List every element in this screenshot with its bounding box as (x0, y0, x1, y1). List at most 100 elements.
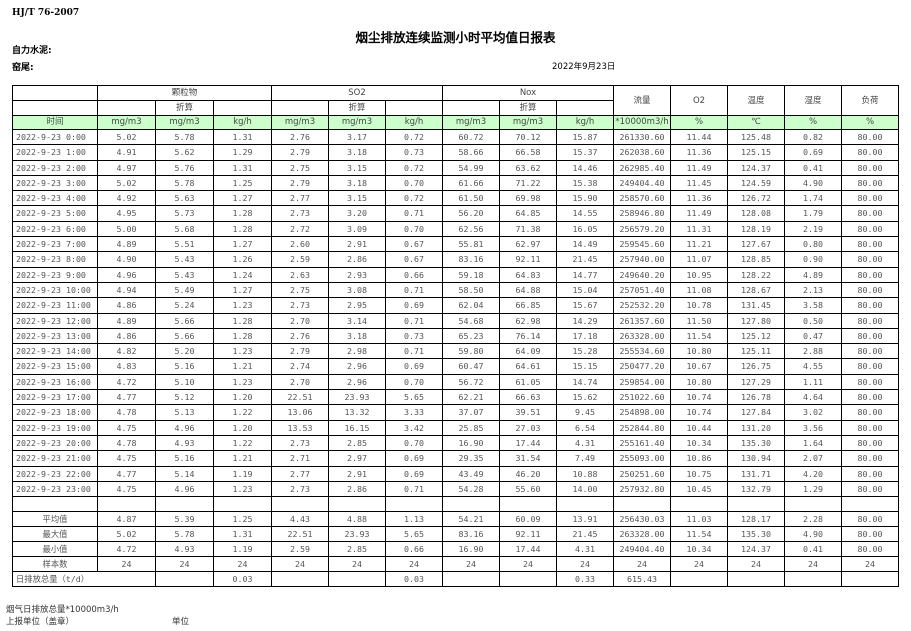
data-cell: 5.10 (155, 373, 214, 391)
data-cell: 4.96 (155, 480, 214, 498)
data-cell: 2.98 (328, 343, 386, 360)
summary-label: 最小值 (12, 541, 98, 558)
data-cell: 23.93 (328, 526, 386, 543)
data-cell: 5.02 (97, 526, 156, 543)
sample-count-row: 样本数 24 24 24 24 24 24 24 24 24 24 24 24 24 24 (12, 556, 899, 573)
data-cell: 54.21 (442, 511, 500, 528)
data-cell: 4.55 (784, 358, 842, 375)
data-cell: 24 (556, 556, 614, 573)
data-cell: 0.72 (385, 128, 443, 146)
data-cell: 64.61 (499, 358, 557, 375)
data-cell: 80.00 (841, 389, 899, 406)
data-cell: 80.00 (841, 281, 899, 299)
data-cell: 4.94 (97, 281, 156, 299)
data-cell: 80.00 (841, 541, 899, 558)
data-cell: 126.75 (727, 358, 785, 375)
data-cell: 5.14 (155, 465, 214, 482)
data-cell: 24 (385, 556, 443, 573)
data-cell: 14.29 (556, 312, 614, 329)
empty-cell (499, 496, 557, 513)
data-cell: 0.67 (385, 251, 443, 268)
empty-cell (442, 496, 500, 513)
data-cell: 5.62 (155, 144, 214, 161)
data-cell: 259545.60 (613, 236, 671, 253)
data-cell: 0.71 (385, 205, 443, 222)
data-cell (670, 571, 728, 588)
time-cell: 2022-9-23 23:00 (12, 480, 98, 498)
data-cell: 80.00 (841, 297, 899, 314)
data-cell: 24 (328, 556, 386, 573)
data-cell: 5.02 (97, 128, 156, 146)
data-cell: 2.13 (784, 281, 842, 299)
data-cell: 2.73 (271, 480, 329, 498)
data-cell: 1.27 (213, 190, 272, 207)
data-cell: 66.63 (499, 389, 557, 406)
data-cell: 13.91 (556, 511, 614, 528)
data-cell: 5.66 (155, 312, 214, 329)
data-cell: 71.38 (499, 220, 557, 238)
data-cell: 31.54 (499, 450, 557, 467)
data-cell: 14.46 (556, 159, 614, 176)
data-cell: 128.19 (727, 220, 785, 238)
kiln-label: 窑尾: (12, 63, 34, 73)
header-unit: kg/h (385, 115, 443, 130)
header-unit: mg/m3 (499, 115, 557, 130)
data-cell: 1.21 (213, 450, 272, 467)
time-cell: 2022-9-23 8:00 (12, 251, 98, 268)
data-cell: 131.71 (727, 465, 785, 482)
data-cell: 0.03 (385, 571, 443, 588)
data-cell: 0.72 (385, 159, 443, 176)
data-cell: 2.86 (328, 251, 386, 268)
data-cell: 5.16 (155, 358, 214, 375)
data-cell: 135.30 (727, 526, 785, 543)
report-title: 烟尘排放连续监测小时平均值日报表 (355, 30, 556, 45)
data-cell: 1.31 (213, 526, 272, 543)
data-cell: 2.93 (328, 266, 386, 283)
data-cell: 255534.60 (613, 343, 671, 360)
summary-label: 平均值 (12, 511, 98, 528)
empty-cell (613, 496, 671, 513)
data-cell: 80.00 (841, 511, 899, 528)
data-cell: 2.85 (328, 434, 386, 452)
table-row: 2022-9-23 8:00 4.90 5.43 1.26 2.59 2.86 0.67 83… (12, 251, 899, 268)
data-cell: 1.20 (213, 419, 272, 436)
data-cell: 15.28 (556, 343, 614, 360)
data-cell: 14.49 (556, 236, 614, 253)
data-cell: 24 (841, 556, 899, 573)
table-row: 2022-9-23 2:00 4.97 5.76 1.31 2.75 3.15 0.72 54… (12, 159, 899, 176)
table-row: 2022-9-23 16:00 4.72 5.10 1.23 2.70 2.96 0.70 5… (12, 373, 899, 391)
data-cell: 3.56 (784, 419, 842, 436)
data-cell: 2.70 (271, 312, 329, 329)
flue-gas-total-label: 烟气日排放总量*10000m3/h (6, 605, 119, 615)
data-cell: 125.48 (727, 128, 785, 146)
data-cell: 64.83 (499, 266, 557, 283)
data-cell: 2.59 (271, 541, 329, 558)
data-cell: 1.29 (213, 144, 272, 161)
data-cell: 4.95 (97, 205, 156, 222)
data-cell: 257940.00 (613, 251, 671, 268)
table-row: 2022-9-23 21:00 4.75 5.16 1.21 2.71 2.97 0.69 2… (12, 450, 899, 467)
table-row: 2022-9-23 23:00 4.75 4.96 1.23 2.73 2.86 0.71 5… (12, 480, 899, 498)
data-cell: 255093.00 (613, 450, 671, 467)
table-row: 2022-9-23 10:00 4.94 5.49 1.27 2.75 3.08 0.71 5… (12, 281, 899, 299)
reporting-unit-label: 上报单位（盖章） (6, 617, 75, 627)
data-cell: 14.55 (556, 205, 614, 222)
table-row: 2022-9-23 1:00 4.91 5.62 1.29 2.79 3.18 0.73 58… (12, 144, 899, 161)
data-cell: 2.19 (784, 220, 842, 238)
header-blank (442, 100, 500, 116)
data-cell: 128.85 (727, 251, 785, 268)
empty-cell (213, 496, 272, 513)
data-cell: 5.49 (155, 281, 214, 299)
data-cell: 2.77 (271, 190, 329, 207)
data-cell: 24 (442, 556, 500, 573)
data-cell: 2.59 (271, 251, 329, 268)
time-cell: 2022-9-23 11:00 (12, 297, 98, 314)
empty-cell (556, 496, 614, 513)
data-cell: 4.77 (97, 389, 156, 406)
data-cell: 256579.20 (613, 220, 671, 238)
data-cell: 92.11 (499, 526, 557, 543)
data-cell: 0.41 (784, 159, 842, 176)
table-row: 2022-9-23 18:00 4.78 5.13 1.22 13.06 13.32 3.3… (12, 404, 899, 421)
header-time: 时间 (12, 115, 98, 130)
data-cell: 11.44 (670, 128, 728, 146)
